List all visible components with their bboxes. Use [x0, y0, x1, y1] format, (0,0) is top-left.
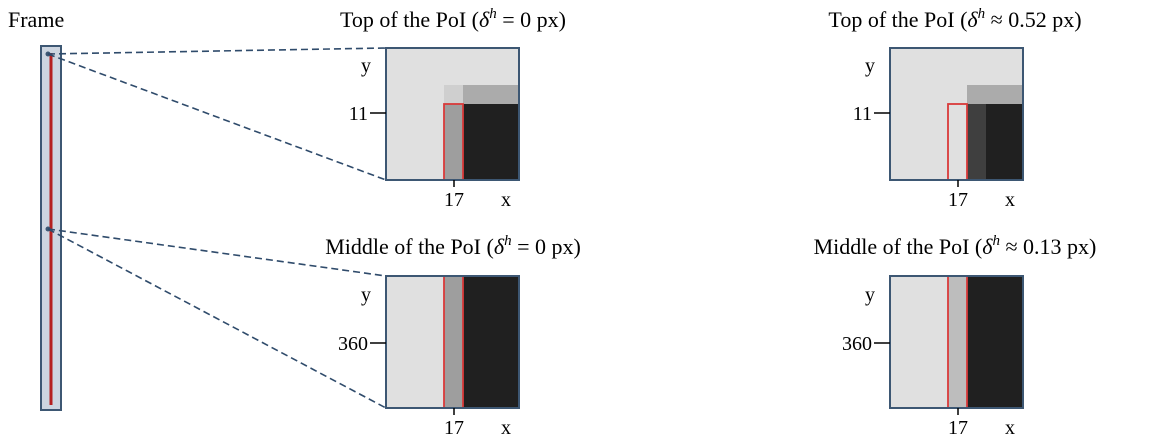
panel-title: Top of the PoI (δh ≈ 0.52 px) — [828, 6, 1081, 32]
x-axis-label: x — [501, 189, 511, 211]
panel-title: Middle of the PoI (δh ≈ 0.13 px) — [814, 233, 1097, 259]
y-tick-label: 360 — [338, 333, 368, 355]
poi-pixel-column — [444, 104, 463, 180]
connector-top-upper — [47, 47, 387, 55]
panel-title: Top of the PoI (δh = 0 px) — [340, 6, 566, 32]
upper-light-pixel — [444, 85, 463, 104]
edge-pixel-column — [967, 104, 986, 180]
x-tick-label: 17 — [948, 189, 968, 211]
frame-label: Frame — [8, 7, 64, 32]
y-axis-label: y — [361, 55, 371, 77]
connector-middle-lower — [47, 228, 387, 409]
panel-middle-left: Middle of the PoI (δh = 0 px) y 360 17 x — [325, 233, 581, 439]
x-axis-label: x — [501, 417, 511, 439]
zoom-border — [889, 275, 1024, 409]
zoom-border — [889, 47, 1024, 181]
x-tick-label: 17 — [948, 417, 968, 439]
dark-region — [986, 104, 1023, 180]
dark-region — [463, 104, 519, 180]
panel-top-right: Top of the PoI (δh ≈ 0.52 px) y 11 17 x — [828, 6, 1081, 211]
x-axis-label: x — [1005, 189, 1015, 211]
dark-region — [967, 276, 1023, 408]
y-tick-label: 11 — [853, 103, 872, 125]
panel-top-left: Top of the PoI (δh = 0 px) y 11 17 x — [340, 6, 566, 211]
connector-top-lower — [47, 53, 387, 181]
x-tick-label: 17 — [444, 189, 464, 211]
y-axis-label: y — [865, 284, 875, 306]
panel-middle-right: Middle of the PoI (δh ≈ 0.13 px) y 360 1… — [814, 233, 1097, 439]
panel-title: Middle of the PoI (δh = 0 px) — [325, 233, 581, 259]
poi-pixel-column — [948, 276, 967, 408]
dark-region — [463, 276, 519, 408]
y-axis-label: y — [361, 284, 371, 306]
x-axis-label: x — [1005, 417, 1015, 439]
y-tick-label: 11 — [349, 103, 368, 125]
upper-gray-pixel — [967, 85, 1023, 104]
poi-pixel-column — [444, 276, 463, 408]
y-tick-label: 360 — [842, 333, 872, 355]
y-axis-label: y — [865, 55, 875, 77]
x-tick-label: 17 — [444, 417, 464, 439]
upper-gray-pixel — [463, 85, 519, 104]
zoom-border — [385, 275, 520, 409]
connector-middle-upper — [47, 228, 387, 277]
zoom-border — [385, 47, 520, 181]
